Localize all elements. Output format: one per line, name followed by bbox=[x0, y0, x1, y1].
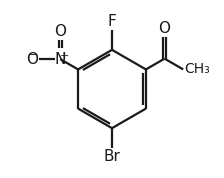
Text: F: F bbox=[108, 14, 116, 29]
Text: −: − bbox=[28, 50, 38, 60]
Text: CH₃: CH₃ bbox=[184, 62, 210, 76]
Text: +: + bbox=[60, 51, 69, 61]
Text: N: N bbox=[55, 52, 66, 67]
Text: O: O bbox=[26, 52, 38, 67]
Text: O: O bbox=[159, 21, 170, 36]
Text: O: O bbox=[54, 24, 66, 39]
Text: Br: Br bbox=[103, 149, 121, 164]
